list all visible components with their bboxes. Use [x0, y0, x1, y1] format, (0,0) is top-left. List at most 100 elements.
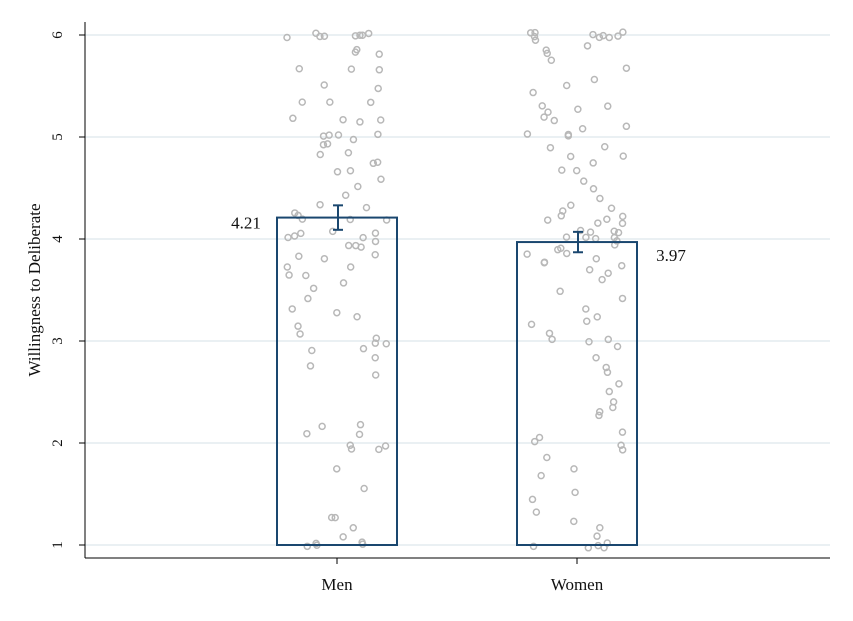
y-tick-label: 6: [50, 31, 66, 39]
scatter-point: [371, 353, 379, 362]
scatter-point: [604, 102, 612, 110]
scatter-point: [328, 227, 337, 236]
scatter-point: [319, 132, 328, 140]
scatter-point: [298, 98, 307, 106]
scatter-point: [373, 158, 382, 166]
scatter-point: [585, 266, 594, 274]
scatter-point: [364, 29, 373, 38]
scatter-point: [341, 191, 350, 200]
scatter-point: [544, 108, 552, 116]
scatter-point: [546, 143, 555, 152]
scatter-point: [585, 338, 593, 346]
scatter-point: [570, 517, 578, 526]
scatter-point: [564, 130, 573, 139]
scatter-point: [619, 28, 627, 36]
scatter-point: [595, 33, 604, 42]
scatter-point: [351, 48, 360, 56]
scatter-point: [362, 203, 371, 212]
scatter-point: [294, 322, 302, 330]
scatter-point: [346, 215, 354, 224]
scatter-point: [562, 233, 571, 241]
value-label: 3.97: [656, 246, 686, 265]
scatter-point: [374, 84, 382, 93]
scatter-point: [344, 148, 353, 157]
value-label: 4.21: [231, 214, 261, 233]
scatter-point: [589, 30, 597, 39]
scatter-point: [530, 32, 539, 41]
scatter-point: [535, 433, 544, 442]
scatter-point: [326, 98, 334, 106]
scatter-point: [339, 279, 348, 287]
scatter-point: [332, 465, 341, 473]
scatter-point: [570, 465, 578, 473]
scatter-point: [369, 159, 378, 168]
y-axis-label: Willingness to Deliberate: [25, 203, 44, 376]
scatter-point: [523, 250, 531, 258]
scatter-point: [371, 237, 380, 246]
scatter-point: [582, 305, 590, 313]
scatter-point: [618, 212, 627, 221]
scatter-point: [309, 284, 318, 293]
scatter-point: [605, 387, 614, 396]
scatter-point: [366, 98, 375, 107]
scatter-point: [320, 81, 328, 89]
scatter-point: [288, 305, 296, 313]
scatter-point: [595, 411, 603, 420]
x-tick-label: Women: [551, 575, 604, 594]
scatter-point: [371, 251, 379, 259]
scatter-point: [523, 130, 532, 138]
scatter-point: [344, 241, 353, 250]
scatter-point: [529, 88, 537, 97]
scatter-point: [589, 159, 597, 167]
scatter-point: [349, 524, 358, 532]
scatter-point: [302, 271, 310, 280]
scatter-point: [614, 228, 623, 237]
scatter-point: [603, 215, 611, 224]
scatter-point: [289, 114, 297, 123]
scatter-point: [550, 116, 559, 125]
scatter-point: [572, 166, 581, 175]
scatter-point: [596, 194, 604, 203]
scatter-point: [614, 32, 622, 40]
scatter-point: [327, 513, 336, 522]
x-tick-label: Men: [321, 575, 353, 594]
scatter-point: [600, 142, 609, 151]
scatter-point: [303, 429, 311, 438]
scatter-point: [562, 81, 571, 90]
scatter-point: [622, 122, 631, 131]
scatter-point: [528, 495, 537, 504]
scatter-point: [566, 152, 575, 161]
scatter-point: [295, 252, 303, 261]
scatter-point: [526, 29, 535, 37]
scatter-point: [545, 329, 554, 338]
scatter-point: [346, 167, 355, 175]
scatter-point: [604, 335, 613, 344]
scatter-point: [356, 118, 364, 126]
scatter-point: [316, 200, 324, 209]
scatter-point: [576, 226, 585, 235]
scatter-point: [283, 33, 291, 42]
scatter-point: [618, 428, 627, 436]
scatter-point: [316, 150, 325, 159]
scatter-point: [283, 263, 292, 271]
scatter-point: [543, 216, 552, 224]
scatter-point: [308, 346, 316, 355]
scatter-point: [374, 130, 382, 139]
scatter-point: [559, 207, 567, 215]
scatter-point: [604, 269, 612, 277]
scatter-point: [567, 201, 575, 210]
scatter-point: [295, 64, 304, 73]
y-tick-label: 3: [50, 337, 66, 345]
scatter-point: [603, 368, 612, 377]
scatter-point: [375, 66, 384, 74]
scatter-point: [622, 64, 631, 72]
scatter-point: [353, 313, 361, 321]
scatter-point: [543, 49, 551, 58]
scatter-point: [527, 320, 536, 329]
y-ticks: 1 2 3 4 5 6: [50, 31, 85, 549]
scatter-point: [371, 229, 380, 237]
scatter-point: [583, 317, 591, 326]
scatter-points: [283, 28, 631, 552]
scatter-point: [296, 330, 304, 338]
scatter-point: [354, 182, 362, 191]
